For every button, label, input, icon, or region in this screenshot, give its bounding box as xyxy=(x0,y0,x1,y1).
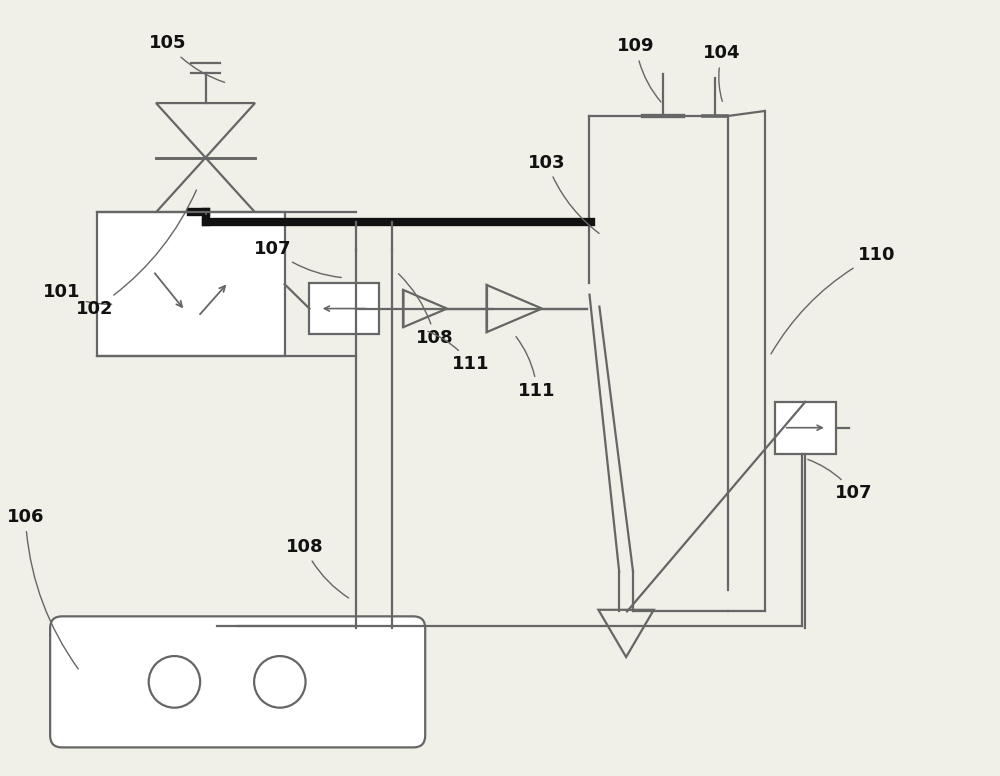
FancyBboxPatch shape xyxy=(97,213,285,356)
Text: 107: 107 xyxy=(254,240,341,278)
Text: 108: 108 xyxy=(399,274,454,348)
Text: 103: 103 xyxy=(528,154,599,234)
Text: 107: 107 xyxy=(808,459,872,502)
FancyBboxPatch shape xyxy=(775,402,836,453)
Text: 105: 105 xyxy=(149,34,225,82)
Text: 102: 102 xyxy=(76,190,196,317)
Text: 109: 109 xyxy=(617,37,661,102)
Text: 110: 110 xyxy=(771,246,895,354)
Text: 106: 106 xyxy=(7,508,78,669)
Text: 104: 104 xyxy=(703,44,741,102)
Text: 101: 101 xyxy=(43,282,112,304)
Text: 111: 111 xyxy=(516,337,556,400)
Text: 111: 111 xyxy=(428,331,489,373)
Text: 108: 108 xyxy=(286,538,349,598)
FancyBboxPatch shape xyxy=(309,282,379,334)
FancyBboxPatch shape xyxy=(50,616,425,747)
